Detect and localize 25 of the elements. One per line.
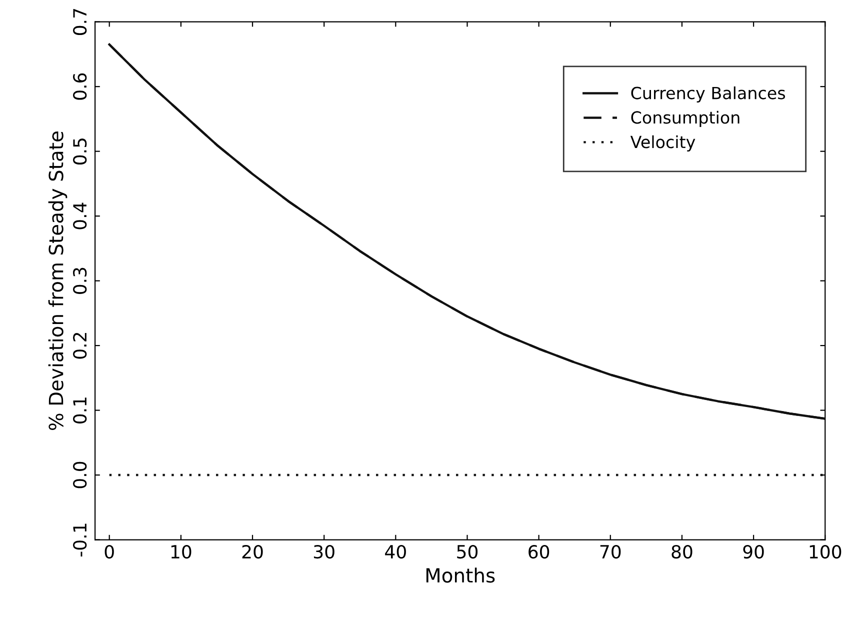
x-tick-label: 80 xyxy=(672,544,692,559)
y-tick-label: 0.7 xyxy=(73,9,87,36)
y-tick-label: 0.2 xyxy=(73,332,87,359)
x-tick-label: 10 xyxy=(171,544,192,559)
x-tick-label: 20 xyxy=(242,544,263,559)
legend-label: Velocity xyxy=(630,135,696,152)
y-tick-label: 0.1 xyxy=(73,398,87,424)
x-tick-label: 50 xyxy=(457,544,478,559)
y-tick-label: 0.0 xyxy=(73,462,87,488)
y-axis-title: % Deviation from Steady State xyxy=(48,132,68,430)
x-tick-label: 90 xyxy=(743,544,764,559)
x-tick-label: 100 xyxy=(810,544,842,559)
y-tick-label: 0.4 xyxy=(73,202,87,230)
x-tick-label: 70 xyxy=(600,544,621,559)
y-tick-label: 0.6 xyxy=(73,73,87,100)
x-tick-label: 30 xyxy=(314,544,334,559)
y-tick-label: 0.3 xyxy=(73,268,87,294)
x-tick-label: 40 xyxy=(385,544,406,559)
legend-label: Currency Balances xyxy=(631,86,786,103)
x-tick-label: 0 xyxy=(104,544,114,559)
x-axis-title: Months xyxy=(426,568,495,583)
y-tick-label: -0.1 xyxy=(73,524,87,556)
y-tick-label: 0.5 xyxy=(73,138,87,164)
legend-label: Consumption xyxy=(631,110,740,128)
x-tick-label: 60 xyxy=(528,544,550,559)
